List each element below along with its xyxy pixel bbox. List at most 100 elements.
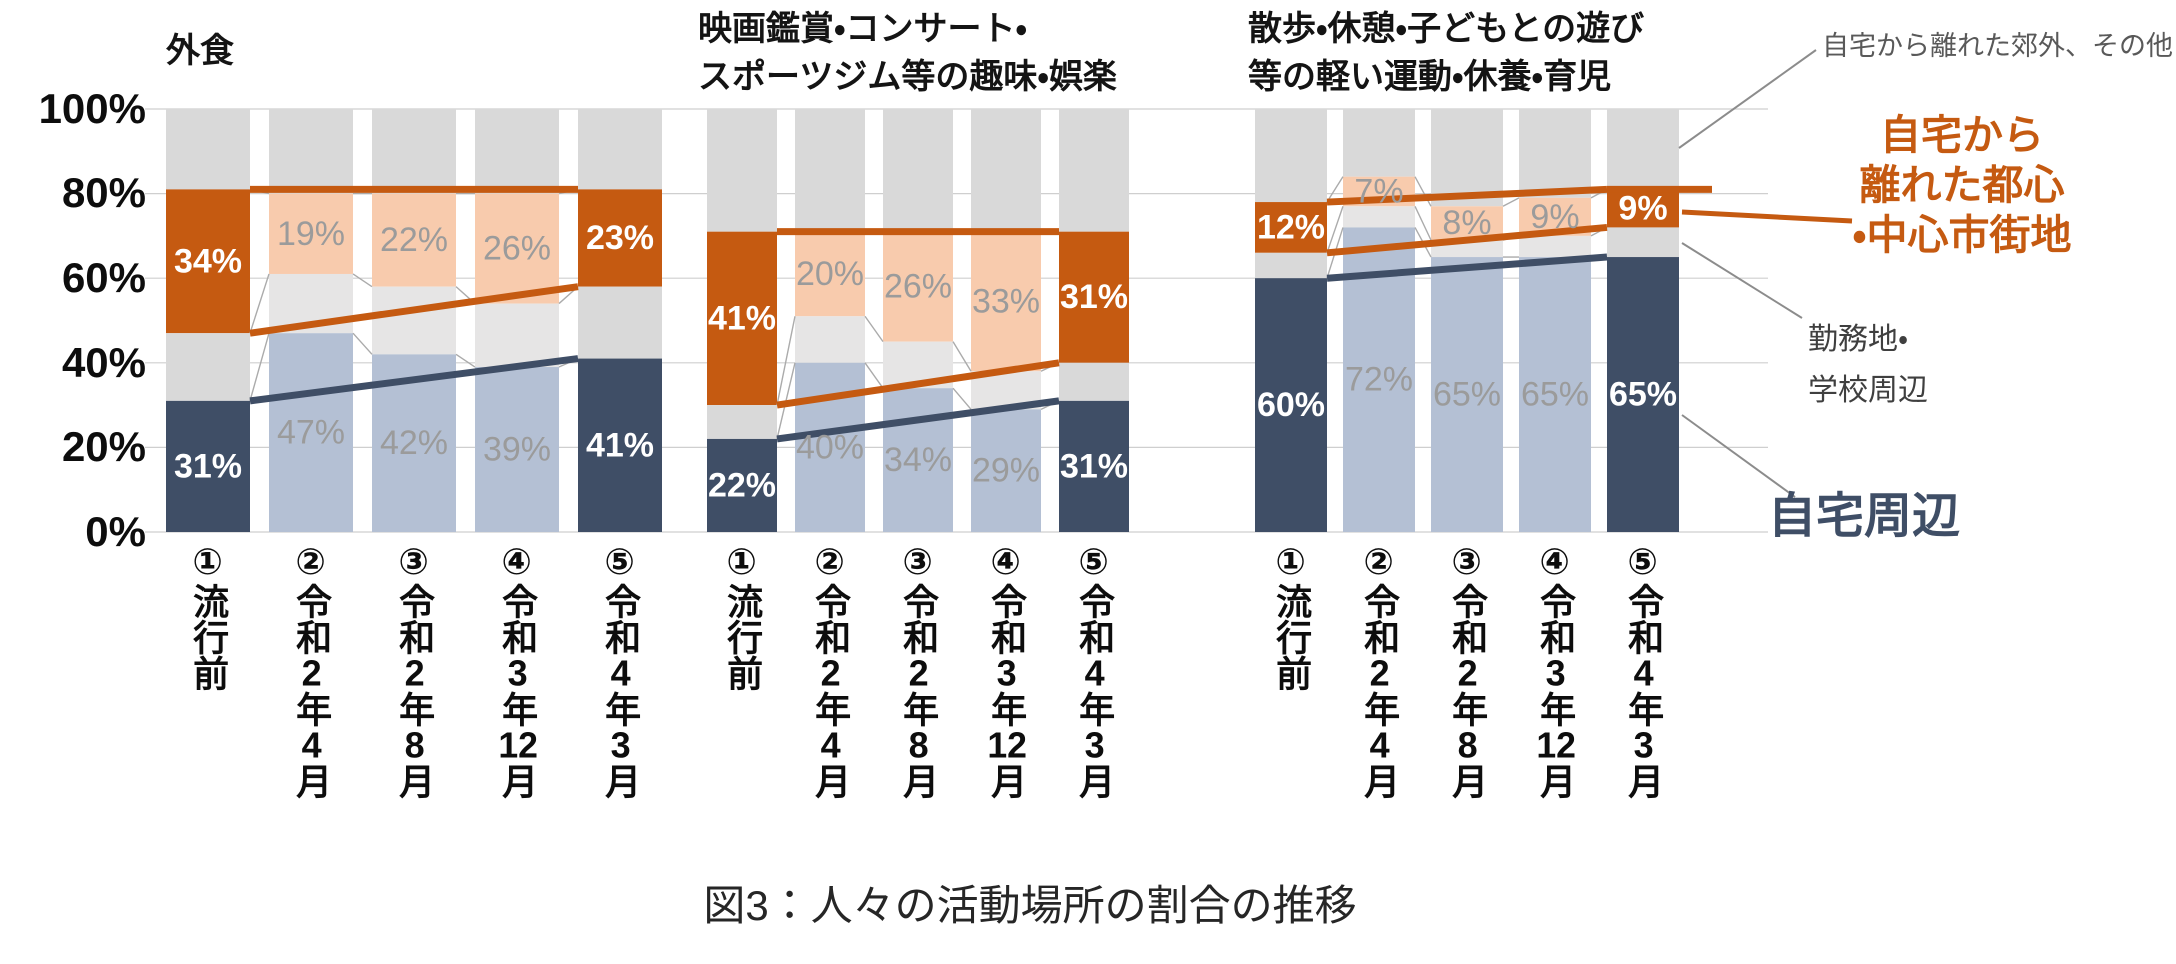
x-axis-label: ②令和2年4月	[1359, 542, 1401, 799]
y-axis-tick-20: 20%	[61, 423, 146, 470]
bar-segment-near-home	[1607, 257, 1679, 532]
bar-segment-workplace	[707, 405, 777, 439]
value-label-city-center: 9%	[1530, 198, 1579, 236]
connector-line	[952, 341, 972, 372]
bar-segment-near-home	[475, 367, 559, 532]
value-label-city-center: 8%	[1442, 204, 1491, 242]
legend-label-near-home: 自宅周辺	[1768, 490, 1961, 543]
value-label-near-home: 39%	[483, 431, 551, 469]
legend-pointer-workplace	[1681, 242, 1803, 319]
bar-segment-city-center	[578, 189, 662, 287]
x-axis-label: ④令和3年12月	[497, 542, 539, 799]
value-label-city-center: 33%	[972, 282, 1040, 320]
y-axis-tick-100: 100%	[38, 85, 146, 132]
bar-segment-workplace	[1519, 235, 1591, 258]
x-axis-label: ①流行前	[722, 542, 764, 691]
bar-segment-workplace	[578, 286, 662, 359]
bar-segment-workplace	[795, 316, 865, 363]
connector-line	[352, 273, 373, 288]
x-axis-label: ③令和2年8月	[898, 542, 940, 799]
panel-title-eating-out: 外食	[166, 28, 234, 76]
x-axis-label: ③令和2年8月	[394, 542, 436, 799]
bar-segment-workplace	[1343, 206, 1415, 228]
bar-segment-suburb	[883, 109, 953, 232]
bar-segment-workplace	[1059, 362, 1129, 401]
bar-segment-city-center	[1255, 202, 1327, 253]
series-line-near-home	[249, 355, 579, 405]
value-label-near-home: 65%	[1433, 376, 1501, 414]
series-line-city-center-bottom	[249, 283, 579, 337]
x-axis-label: ④令和3年12月	[1535, 542, 1577, 799]
x-axis-label: ⑤令和4年3月	[1623, 542, 1665, 799]
bar-segment-city-center	[372, 193, 456, 287]
value-label-near-home: 65%	[1521, 376, 1589, 414]
bar-segment-near-home	[1059, 400, 1129, 532]
bar-segment-city-center	[166, 189, 250, 334]
connector-line	[1326, 206, 1344, 254]
y-axis-tick-80: 80%	[61, 169, 146, 216]
value-label-city-center: 26%	[483, 230, 551, 268]
legend-pointer-city-center	[1681, 209, 1853, 224]
y-axis-tick-40: 40%	[61, 339, 146, 386]
value-label-city-center: 41%	[708, 299, 776, 337]
legend-pointer-near-home	[1681, 414, 1796, 498]
connector-line	[1414, 176, 1432, 207]
value-label-near-home: 60%	[1257, 386, 1325, 424]
bar-segment-near-home	[578, 358, 662, 532]
legend-label-city-center: 自宅から 離れた都心 ・中心市街地	[1772, 110, 2152, 260]
value-label-near-home: 29%	[972, 452, 1040, 490]
x-axis-label: ①流行前	[1271, 542, 1313, 691]
connector-line	[1502, 197, 1520, 207]
connector-line	[952, 387, 972, 410]
value-label-city-center: 7%	[1354, 172, 1403, 210]
connector-line	[455, 353, 476, 368]
bar-segment-workplace	[1255, 252, 1327, 279]
series-line-city-center-bottom	[776, 359, 1060, 409]
x-axis-label: ⑤令和4年3月	[1074, 542, 1116, 799]
value-label-city-center: 31%	[1060, 278, 1128, 316]
value-label-city-center: 23%	[586, 219, 654, 257]
bar-segment-suburb	[1519, 109, 1591, 198]
figure-caption: 図3：人々の活動場所の割合の推移	[703, 882, 1357, 929]
series-line-city-center-top	[1326, 185, 1608, 206]
legend-pointer-suburb	[1678, 49, 1817, 149]
connector-line	[776, 316, 796, 406]
value-label-near-home: 34%	[884, 441, 952, 479]
bar-segment-near-home	[269, 333, 353, 532]
bar-segment-suburb	[578, 109, 662, 190]
bar-segment-suburb	[1343, 109, 1415, 177]
bar-segment-suburb	[166, 109, 250, 190]
bar-segment-near-home	[166, 400, 250, 532]
bar-segment-suburb	[475, 109, 559, 194]
value-label-city-center: 22%	[380, 221, 448, 259]
x-axis-label: ②令和2年4月	[291, 542, 333, 799]
x-axis-label: ④令和3年12月	[986, 542, 1028, 799]
series-line-near-home	[776, 397, 1060, 443]
bar-segment-near-home	[707, 438, 777, 532]
bar-segment-city-center	[971, 231, 1041, 372]
value-label-city-center: 26%	[884, 268, 952, 306]
connector-line	[864, 315, 884, 343]
x-axis-label: ②令和2年4月	[810, 542, 852, 799]
legend-label-line: 学校周辺	[1808, 374, 1928, 407]
legend-label-line: 離れた都心	[1859, 162, 2065, 209]
bar-segment-city-center	[1607, 189, 1679, 228]
value-label-city-center: 9%	[1618, 189, 1667, 227]
y-axis-tick-60: 60%	[61, 254, 146, 301]
bar-segment-suburb	[971, 109, 1041, 232]
panel-title-line: 外食	[166, 32, 234, 70]
panel-title-entertainment: 映画鑑賞・コンサート・ スポーツジム等の趣味・娯楽	[698, 6, 1117, 101]
bar-segment-city-center	[707, 231, 777, 406]
bar-segment-workplace	[372, 286, 456, 355]
connector-line	[249, 333, 270, 402]
value-label-near-home: 65%	[1609, 376, 1677, 414]
panel-title-light-exercise: 散歩・休憩・子どもとの遊び 等の軽い運動・休養・育児	[1248, 6, 1644, 101]
value-label-near-home: 40%	[796, 428, 864, 466]
bar-segment-suburb	[795, 109, 865, 232]
value-label-city-center: 12%	[1257, 208, 1325, 246]
value-label-near-home: 42%	[380, 424, 448, 462]
legend-label-line: ・中心市街地	[1852, 212, 2072, 259]
x-axis-label: ③令和2年8月	[1447, 542, 1489, 799]
